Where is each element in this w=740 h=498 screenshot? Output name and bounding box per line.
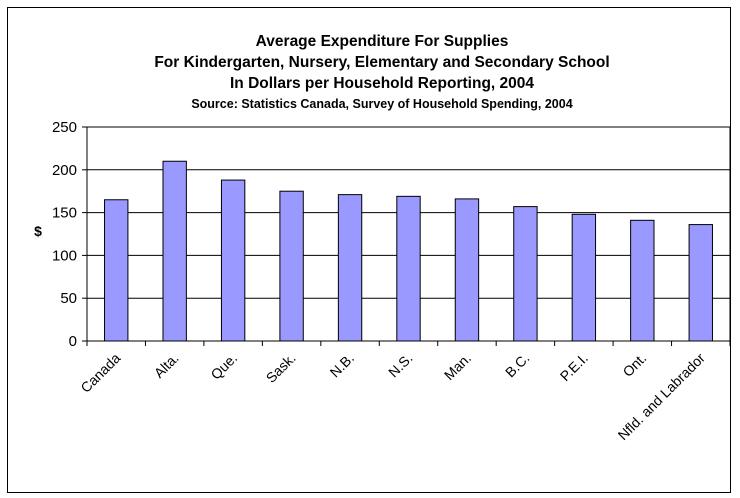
x-category-label: Ont.: [619, 350, 649, 380]
x-category-label: N.B.: [327, 350, 358, 381]
chart-title-line-3: In Dollars per Household Reporting, 2004: [230, 75, 534, 92]
bar: [454, 198, 480, 342]
plot-area: 0 50 100 150 200 250 Canada Alta. Que. Sask. N.B. N…: [52, 119, 731, 443]
x-category-label: N.S.: [385, 350, 416, 381]
x-category-label: Alta.: [151, 350, 182, 381]
y-tick-label: 50: [60, 290, 77, 307]
bar: [104, 199, 129, 342]
x-category-label: Man.: [441, 350, 474, 383]
y-tick-label: 100: [52, 247, 77, 264]
bar: [162, 160, 187, 342]
bar: [396, 195, 421, 342]
y-tick-label: 0: [69, 333, 77, 350]
bar: [571, 213, 597, 342]
x-category-label: Sask.: [263, 350, 299, 386]
x-category-label: P.E.I.: [557, 350, 591, 384]
bar: [337, 194, 363, 342]
chart-title-line-2: For Kindergarten, Nursery, Elementary an…: [154, 54, 609, 71]
y-axis-label: $: [34, 223, 42, 239]
bar: [688, 224, 713, 342]
y-tick-label: 150: [52, 205, 77, 222]
x-category-label: B.C.: [502, 350, 533, 381]
bar: [220, 179, 246, 342]
y-tick-label: 200: [52, 162, 77, 179]
chart-title-line-1: Average Expenditure For Supplies: [256, 33, 509, 50]
chart-subtitle: Source: Statistics Canada, Survey of Hou…: [191, 97, 572, 111]
bar: [279, 190, 304, 342]
y-tick-label: 250: [52, 119, 77, 136]
bar: [513, 206, 538, 342]
x-category-label: Que.: [207, 350, 240, 383]
bar: [630, 219, 655, 342]
x-category-label: Canada: [77, 350, 123, 396]
